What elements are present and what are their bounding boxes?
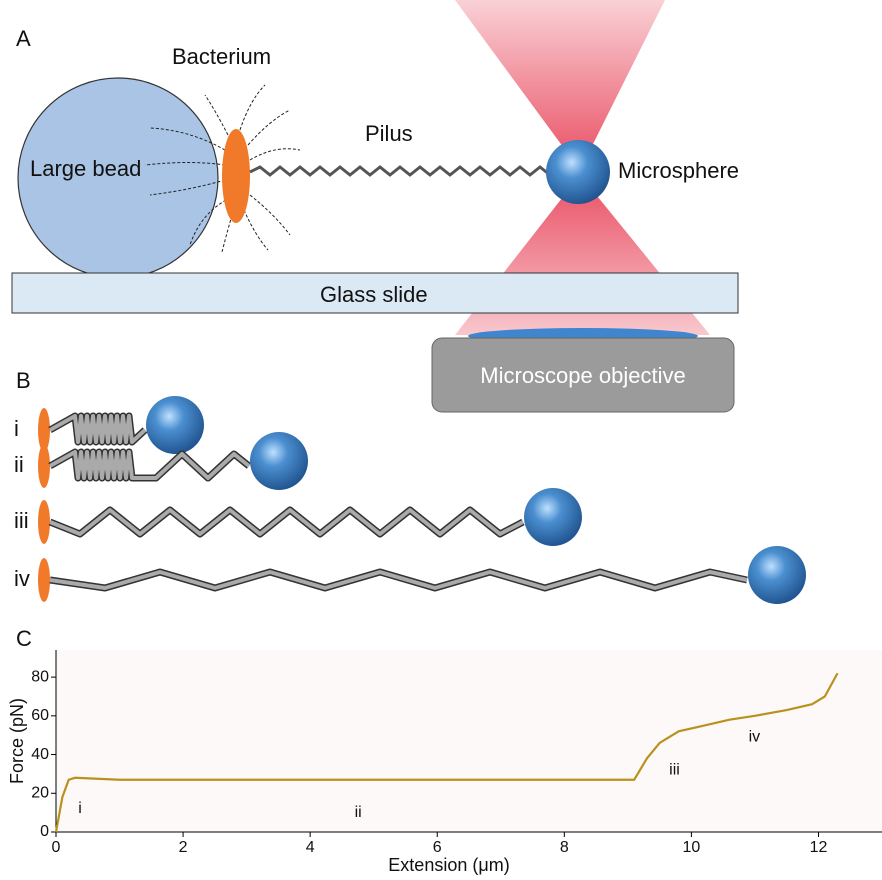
y-tick-label: 0 bbox=[40, 823, 49, 840]
y-tick-label: 60 bbox=[31, 707, 49, 724]
pilus-highlight bbox=[50, 416, 145, 442]
bacterium bbox=[38, 444, 50, 488]
microsphere bbox=[748, 546, 806, 604]
bacterium bbox=[38, 500, 50, 544]
laser-cone bbox=[455, 0, 665, 170]
annotation: iii bbox=[669, 761, 680, 778]
microsphere bbox=[546, 140, 610, 204]
annotation: i bbox=[78, 800, 82, 817]
panel-label: C bbox=[16, 626, 32, 651]
x-tick-label: 2 bbox=[179, 839, 188, 856]
label: Large bead bbox=[30, 156, 141, 181]
row-label: ii bbox=[14, 452, 24, 477]
label: Bacterium bbox=[172, 44, 271, 69]
x-axis-label: Extension (μm) bbox=[388, 855, 509, 875]
row-label: i bbox=[14, 416, 19, 441]
label: Microsphere bbox=[618, 158, 739, 183]
x-tick-label: 10 bbox=[682, 839, 700, 856]
x-tick-label: 12 bbox=[810, 839, 828, 856]
microsphere bbox=[250, 432, 308, 490]
label: Glass slide bbox=[320, 282, 428, 307]
y-tick-label: 40 bbox=[31, 746, 49, 763]
pilus bbox=[250, 167, 550, 175]
x-tick-label: 6 bbox=[433, 839, 442, 856]
x-tick-label: 8 bbox=[560, 839, 569, 856]
row-label: iii bbox=[14, 508, 29, 533]
pilus-highlight bbox=[50, 452, 249, 478]
x-tick-label: 4 bbox=[306, 839, 315, 856]
annotation: ii bbox=[355, 804, 362, 821]
microsphere bbox=[524, 488, 582, 546]
microsphere bbox=[146, 396, 204, 454]
panel-label: A bbox=[16, 26, 31, 51]
annotation: iv bbox=[749, 728, 761, 745]
y-tick-label: 20 bbox=[31, 784, 49, 801]
row-label: iv bbox=[14, 566, 30, 591]
bacterium bbox=[222, 129, 250, 223]
x-tick-label: 0 bbox=[52, 839, 61, 856]
label: Microscope objective bbox=[480, 363, 685, 388]
panel-label: B bbox=[16, 368, 31, 393]
bacterium bbox=[38, 558, 50, 602]
y-tick-label: 80 bbox=[31, 668, 49, 685]
label: Pilus bbox=[365, 121, 413, 146]
figure: A Bacterium Pilus Large bead Microsphere… bbox=[0, 0, 882, 880]
y-axis-label: Force (pN) bbox=[7, 698, 27, 784]
